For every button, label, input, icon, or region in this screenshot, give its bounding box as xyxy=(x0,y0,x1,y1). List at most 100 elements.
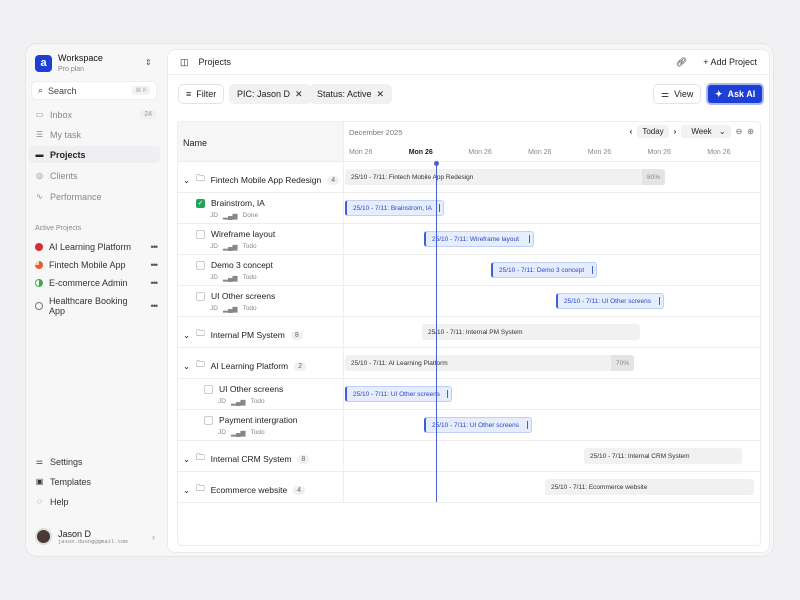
task-status: Todo xyxy=(250,429,265,436)
chevron-down-icon[interactable]: ⌄ xyxy=(183,453,191,464)
project-name: Internal CRM System xyxy=(210,454,292,464)
project-status-icon xyxy=(35,243,43,251)
chevron-up-down-icon[interactable]: ⇕ xyxy=(145,58,152,67)
timeline-bar[interactable]: 25/10 - 7/11: Demo 3 concept xyxy=(491,262,597,278)
sliders-icon: ⚌ xyxy=(35,457,44,466)
resize-handle[interactable] xyxy=(438,204,440,212)
task-checkbox[interactable]: ✓ xyxy=(196,198,205,208)
project-row[interactable]: ⌄ 🗀︎ AI Learning Platform 2 25/10 - 7/11: AI… xyxy=(178,348,760,379)
task-name: Demo 3 concept xyxy=(211,260,273,270)
task-name: Brainstrom, IA xyxy=(211,198,265,208)
timeline-bar[interactable]: 25/10 - 7/11: Ecommerce website xyxy=(545,479,754,495)
close-icon[interactable]: ✕ xyxy=(376,88,385,99)
next-icon[interactable]: › xyxy=(673,127,677,136)
chevron-down-icon[interactable]: ⌄ xyxy=(183,174,191,185)
scale-select[interactable]: Week ⌄ xyxy=(681,125,731,138)
project-item[interactable]: AI Learning Platform ••• xyxy=(35,242,159,252)
project-status-icon xyxy=(35,302,43,310)
filter-label: Filter xyxy=(196,89,217,99)
prev-icon[interactable]: ‹ xyxy=(629,127,633,136)
timeline-bar[interactable]: 25/10 - 7/11: AI Learning Platform 70% xyxy=(345,355,634,371)
filter-chip-status[interactable]: Status: Active ✕ xyxy=(309,84,393,104)
more-icon[interactable]: ••• xyxy=(150,301,159,311)
task-checkbox[interactable] xyxy=(196,229,205,239)
sidebar-item-projects[interactable]: ▬ Projects xyxy=(29,146,160,163)
bar-label: 25/10 - 7/11: Ecommerce website xyxy=(551,483,648,491)
sidebar-item-help[interactable]: ◌ Help xyxy=(29,493,160,510)
filter-chip-pic[interactable]: PIC: Jason D ✕ xyxy=(229,84,311,104)
today-button[interactable]: Today xyxy=(637,125,669,138)
bar-label: 25/10 - 7/11: AI Learning Platform xyxy=(351,359,448,367)
resize-handle[interactable] xyxy=(526,421,528,429)
timeline-bar[interactable]: 25/10 - 7/11: UI Other screens xyxy=(345,386,452,402)
sidebar-item-my-task[interactable]: ☰ My task xyxy=(29,126,160,143)
user-email: jason.duong@gmail.com xyxy=(58,538,128,545)
search-input[interactable]: ⌕ Search ⌘ K xyxy=(31,81,157,100)
more-icon[interactable]: ••• xyxy=(150,278,159,288)
task-checkbox[interactable] xyxy=(196,291,205,301)
nav-label: Templates xyxy=(50,476,92,487)
resize-handle[interactable] xyxy=(591,266,593,274)
close-icon[interactable]: ✕ xyxy=(295,88,303,99)
project-item[interactable]: E-commerce Admin ••• xyxy=(35,278,159,288)
ask-ai-label: Ask AI xyxy=(727,89,756,99)
task-row[interactable]: UI Other screens JD ▂▄▆ Todo 25/10 - 7/11: U… xyxy=(178,379,760,410)
task-row[interactable]: Demo 3 concept JD ▂▄▆ Todo 25/10 - 7/11: Dem… xyxy=(178,255,760,286)
search-shortcut: ⌘ K xyxy=(132,86,150,95)
zoom-out-icon[interactable]: ⊖ xyxy=(735,127,743,136)
chevron-down-icon[interactable]: ⌄ xyxy=(183,360,191,371)
task-checkbox[interactable] xyxy=(204,415,213,425)
resize-handle[interactable] xyxy=(658,297,660,305)
timeline-bar[interactable]: 25/10 - 7/11: Fintech Mobile App Redesig… xyxy=(345,169,665,185)
task-checkbox[interactable] xyxy=(196,260,205,270)
timeline-bar[interactable]: 25/10 - 7/11: Internal CRM System xyxy=(584,448,742,464)
add-project-button[interactable]: + Add Project xyxy=(703,57,757,67)
more-icon[interactable]: ••• xyxy=(150,260,159,270)
view-button[interactable]: ⚌ View xyxy=(653,84,702,104)
day-label: Mon 26 xyxy=(349,149,373,156)
more-icon[interactable]: ••• xyxy=(150,242,159,252)
sidebar-item-inbox[interactable]: ▭ Inbox 24 xyxy=(29,106,160,123)
sidebar-item-clients[interactable]: ◎ Clients xyxy=(29,167,160,184)
name-cell: ⌄ 🗀︎ AI Learning Platform 2 xyxy=(178,348,344,378)
resize-handle[interactable] xyxy=(528,235,530,243)
link-icon[interactable]: 🔗︎ xyxy=(675,56,688,67)
chevron-down-icon[interactable]: ⌄ xyxy=(183,484,191,495)
bar-label: 25/10 - 7/11: Internal CRM System xyxy=(590,452,690,460)
project-item[interactable]: Fintech Mobile App ••• xyxy=(35,260,159,270)
sidebar-item-performance[interactable]: ∿ Performance xyxy=(29,188,160,205)
project-row[interactable]: ⌄ 🗀︎ Internal PM System 8 25/10 - 7/11: Inte… xyxy=(178,317,760,348)
timeline-bar[interactable]: 25/10 - 7/11: Brainstrom, IA xyxy=(345,200,444,216)
sidebar-item-templates[interactable]: ▣ Templates xyxy=(29,473,160,490)
timeline-bar[interactable]: 25/10 - 7/11: Wireframe layout xyxy=(424,231,534,247)
task-checkbox[interactable] xyxy=(204,384,213,394)
resize-handle[interactable] xyxy=(446,390,448,398)
name-cell: ⌄ 🗀︎ Internal PM System 8 xyxy=(178,317,344,347)
sidebar-toggle-icon[interactable]: ◫ xyxy=(180,56,189,67)
assignee: JD xyxy=(218,429,226,436)
workspace-switcher[interactable]: a Workspace Pro plan xyxy=(35,53,103,73)
timeline-bar[interactable]: 25/10 - 7/11: UI Other screens xyxy=(556,293,664,309)
chevron-down-icon[interactable]: ⌄ xyxy=(183,329,191,340)
filter-button[interactable]: ≡ Filter xyxy=(178,84,225,104)
assignee: JD xyxy=(210,243,218,250)
task-row[interactable]: Wireframe layout JD ▂▄▆ Todo 25/10 - 7/11: W… xyxy=(178,224,760,255)
project-row[interactable]: ⌄ 🗀︎ Fintech Mobile App Redesign 4 25/10 - 7… xyxy=(178,162,760,193)
timeline-bar[interactable]: 25/10 - 7/11: UI Other screens xyxy=(424,417,532,433)
sidebar-item-settings[interactable]: ⚌ Settings xyxy=(29,453,160,470)
timeline-bar[interactable]: 25/10 - 7/11: Internal PM System xyxy=(422,324,640,340)
project-row[interactable]: ⌄ 🗀︎ Ecommerce website 4 25/10 - 7/11: Ecomm… xyxy=(178,472,760,503)
task-row[interactable]: Payment intergration JD ▂▄▆ Todo 25/10 - 7/1… xyxy=(178,410,760,441)
project-row[interactable]: ⌄ 🗀︎ Internal CRM System 8 25/10 - 7/11: Int… xyxy=(178,441,760,472)
task-row[interactable]: ✓ Brainstrom, IA JD ▂▄▆ Done 25/10 - 7/11: Br… xyxy=(178,193,760,224)
task-name: Wireframe layout xyxy=(211,229,276,239)
ask-ai-button[interactable]: ✦ Ask AI xyxy=(706,83,765,105)
name-cell: ⌄ 🗀︎ Fintech Mobile App Redesign 4 xyxy=(178,162,344,192)
task-row[interactable]: UI Other screens JD ▂▄▆ Todo 25/10 - 7/11: U… xyxy=(178,286,760,317)
task-status: Todo xyxy=(242,274,257,281)
zoom-in-icon[interactable]: ⊕ xyxy=(747,127,754,136)
user-name: Jason D xyxy=(58,528,92,539)
project-item[interactable]: Healthcare Booking App ••• xyxy=(35,296,159,316)
day-label: Mon 26 xyxy=(468,149,492,156)
